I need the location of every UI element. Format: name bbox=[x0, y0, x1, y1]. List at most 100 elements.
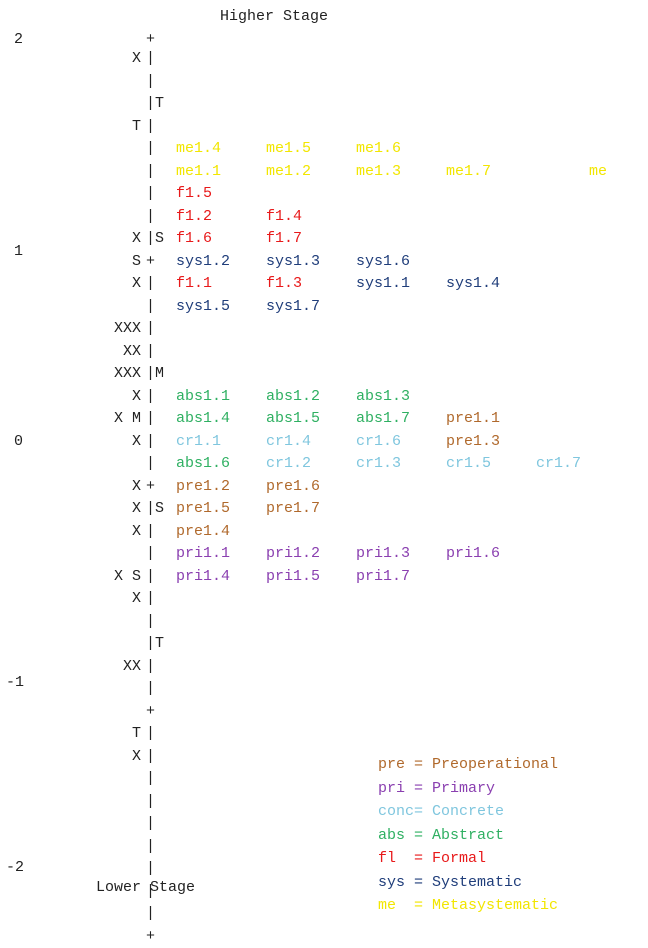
item-label: me1.6 bbox=[356, 138, 401, 161]
item-label: pri1.7 bbox=[356, 566, 410, 589]
y-tick-label: -1 bbox=[6, 672, 24, 695]
axis-segment: | bbox=[146, 611, 155, 634]
legend-label: = Formal bbox=[414, 848, 486, 871]
axis-segment: + bbox=[146, 701, 155, 724]
item-label: pri1.1 bbox=[176, 543, 230, 566]
legend-code: pre bbox=[378, 754, 414, 777]
item-label: cr1.7 bbox=[536, 453, 581, 476]
person-marker: X bbox=[132, 746, 141, 769]
axis-segment: | bbox=[146, 543, 155, 566]
y-tick-label: 0 bbox=[14, 431, 23, 454]
item-label: pri1.5 bbox=[266, 566, 320, 589]
item-label: me1.2 bbox=[266, 161, 311, 184]
legend-label: = Preoperational bbox=[414, 754, 558, 777]
item-label: f1.7 bbox=[266, 228, 302, 251]
person-marker: X bbox=[132, 228, 141, 251]
item-label: f1.5 bbox=[176, 183, 212, 206]
item-label: abs1.5 bbox=[266, 408, 320, 431]
item-label: pri1.4 bbox=[176, 566, 230, 589]
axis-segment: | bbox=[146, 566, 155, 589]
axis-segment: | bbox=[146, 48, 155, 71]
axis-segment: |S bbox=[146, 228, 164, 251]
axis-segment: | bbox=[146, 656, 155, 679]
axis-segment: + bbox=[146, 926, 155, 948]
item-label: cr1.2 bbox=[266, 453, 311, 476]
person-marker: XXX bbox=[114, 318, 141, 341]
item-label: me1.7 bbox=[446, 161, 491, 184]
item-label: sys1.1 bbox=[356, 273, 410, 296]
item-label: sys1.4 bbox=[446, 273, 500, 296]
item-label: abs1.6 bbox=[176, 453, 230, 476]
item-label: f1.4 bbox=[266, 206, 302, 229]
item-label: abs1.4 bbox=[176, 408, 230, 431]
item-label: sys1.2 bbox=[176, 251, 230, 274]
axis-segment: | bbox=[146, 723, 155, 746]
person-marker: X bbox=[132, 498, 141, 521]
item-label: f1.6 bbox=[176, 228, 212, 251]
axis-segment: | bbox=[146, 858, 155, 881]
legend-code: conc bbox=[378, 801, 414, 824]
item-label: pre1.7 bbox=[266, 498, 320, 521]
axis-segment: | bbox=[146, 71, 155, 94]
person-marker: X bbox=[132, 48, 141, 71]
legend-code: sys bbox=[378, 872, 414, 895]
item-label: f1.3 bbox=[266, 273, 302, 296]
item-label: sys1.6 bbox=[356, 251, 410, 274]
person-marker: T bbox=[132, 723, 141, 746]
axis-segment: | bbox=[146, 431, 155, 454]
axis-segment: | bbox=[146, 273, 155, 296]
legend-label: = Concrete bbox=[414, 801, 504, 824]
person-marker: XX bbox=[123, 656, 141, 679]
person-marker: X bbox=[132, 273, 141, 296]
legend-code: abs bbox=[378, 825, 414, 848]
item-label: sys1.7 bbox=[266, 296, 320, 319]
axis-segment: | bbox=[146, 453, 155, 476]
axis-segment: + bbox=[146, 251, 155, 274]
axis-segment: | bbox=[146, 746, 155, 769]
axis-segment: | bbox=[146, 813, 155, 836]
axis-segment: | bbox=[146, 386, 155, 409]
item-label: pri1.3 bbox=[356, 543, 410, 566]
person-marker: X bbox=[132, 521, 141, 544]
axis-segment: | bbox=[146, 588, 155, 611]
axis-segment: | bbox=[146, 318, 155, 341]
chart-title-higher-stage: Higher Stage bbox=[220, 6, 328, 29]
person-marker: S bbox=[132, 251, 141, 274]
item-label: abs1.2 bbox=[266, 386, 320, 409]
axis-segment: | bbox=[146, 836, 155, 859]
item-label: pre1.4 bbox=[176, 521, 230, 544]
axis-segment: |T bbox=[146, 93, 164, 116]
axis-segment: | bbox=[146, 678, 155, 701]
legend-code: fl bbox=[378, 848, 414, 871]
item-label: pre1.2 bbox=[176, 476, 230, 499]
person-marker: T bbox=[132, 116, 141, 139]
item-label: pri1.2 bbox=[266, 543, 320, 566]
item-label: cr1.5 bbox=[446, 453, 491, 476]
axis-segment: | bbox=[146, 341, 155, 364]
axis-segment: | bbox=[146, 161, 155, 184]
axis-segment: | bbox=[146, 768, 155, 791]
item-label: me1.3 bbox=[356, 161, 401, 184]
item-label: pre1.3 bbox=[446, 431, 500, 454]
item-label: cr1.3 bbox=[356, 453, 401, 476]
item-label: cr1.6 bbox=[356, 431, 401, 454]
item-label: sys1.3 bbox=[266, 251, 320, 274]
person-marker: X M bbox=[114, 408, 141, 431]
person-marker: XX bbox=[123, 341, 141, 364]
item-label: cr1.1 bbox=[176, 431, 221, 454]
axis-segment: | bbox=[146, 791, 155, 814]
axis-segment: | bbox=[146, 408, 155, 431]
axis-segment: | bbox=[146, 881, 155, 904]
y-tick-label: 2 bbox=[14, 29, 23, 52]
item-label: abs1.7 bbox=[356, 408, 410, 431]
axis-segment: | bbox=[146, 206, 155, 229]
legend-code: me bbox=[378, 895, 414, 918]
item-label: me1.4 bbox=[176, 138, 221, 161]
person-marker: X bbox=[132, 476, 141, 499]
axis-segment: | bbox=[146, 521, 155, 544]
item-label: sys1.5 bbox=[176, 296, 230, 319]
item-label: f1.2 bbox=[176, 206, 212, 229]
item-label: me bbox=[589, 161, 607, 184]
axis-segment: | bbox=[146, 183, 155, 206]
